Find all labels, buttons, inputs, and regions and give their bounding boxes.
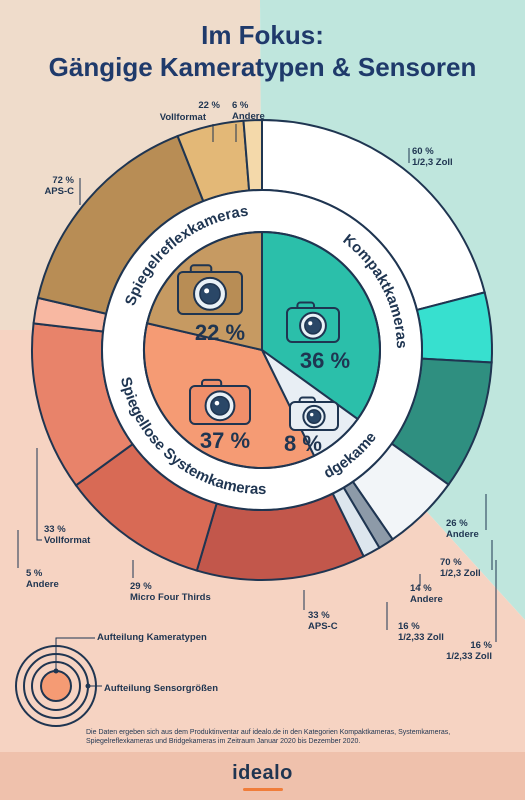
pct: 6 % <box>232 100 249 111</box>
label-dslm-apsc: 33 % APS-C <box>308 610 338 632</box>
name: Andere <box>232 111 265 122</box>
label-dslm-andere: 5 % Andere <box>26 568 59 590</box>
nested-donut-chart: KompaktkamerasBridgekamerasSpiegellose S… <box>0 0 493 581</box>
inner-outline <box>143 231 381 469</box>
name: 1/2,33 Zoll <box>446 651 492 662</box>
leader-lines <box>17 124 497 642</box>
label-dslr-vollformat: 22 % <box>180 100 220 111</box>
name: APS-C <box>308 621 338 632</box>
pct: 33 % <box>44 524 66 535</box>
name: APS-C <box>44 186 74 197</box>
camera-icon-2 <box>189 378 251 425</box>
pct: 16 % <box>470 640 492 651</box>
label-bridge-1-2-3: 70 % 1/2,3 Zoll <box>440 557 481 579</box>
label-dslr-apsc: 72 % APS-C <box>44 175 74 197</box>
category-percent-2: 37 % <box>200 428 250 453</box>
name: Andere <box>410 594 443 605</box>
name: Vollformat <box>159 112 206 123</box>
legend-sensors-label: Aufteilung Sensorgrößen <box>104 683 218 694</box>
camera-icon-0 <box>286 301 340 343</box>
legend-icon <box>15 637 102 727</box>
label-dslr-andere: 6 % Andere <box>232 100 265 122</box>
category-percent-1: 8 % <box>284 431 322 456</box>
pct: 29 % <box>130 581 152 592</box>
pct: 16 % <box>398 621 420 632</box>
category-percent-3: 22 % <box>195 320 245 345</box>
label-bridge-1-2-33: 16 % 1/2,33 Zoll <box>398 621 444 643</box>
pct: 33 % <box>308 610 330 621</box>
label-dslm-vollformat: 33 % Vollformat <box>44 524 90 546</box>
title-line-1: Im Fokus: <box>201 20 324 50</box>
label-kompakt-1-2-3: 60 % 1/2,3 Zoll <box>412 146 453 168</box>
title-line-2: Gängige Kameratypen & Sensoren <box>48 52 477 82</box>
pct: 22 % <box>198 100 220 111</box>
pct: 14 % <box>410 583 432 594</box>
pct: 70 % <box>440 557 462 568</box>
camera-icon-3 <box>177 264 243 315</box>
category-percent-0: 36 % <box>300 348 350 373</box>
leader-line-9 <box>36 448 42 541</box>
name: 1/2,3 Zoll <box>440 568 481 579</box>
name: Andere <box>446 529 479 540</box>
camera-icon-1 <box>289 396 339 431</box>
name: 1/2,3 Zoll <box>412 157 453 168</box>
pct: 26 % <box>446 518 468 529</box>
footnote: Die Daten ergeben sich aus dem Produktin… <box>86 729 451 745</box>
label-dslr-vollformat-name: Vollformat <box>140 112 206 123</box>
bg-footer-band <box>0 752 525 800</box>
brand-underline <box>243 788 283 791</box>
name: Micro Four Thirds <box>130 592 211 603</box>
label-kompakt-andere: 26 % Andere <box>446 518 479 540</box>
label-bridge-andere: 14 % Andere <box>410 583 443 605</box>
pct: 5 % <box>26 568 43 579</box>
legend-ring-3 <box>40 670 72 702</box>
pct: 72 % <box>52 175 74 186</box>
pct: 60 % <box>412 146 434 157</box>
name: Vollformat <box>44 535 91 546</box>
brand-logo: idealo <box>232 762 293 784</box>
label-kompakt-1-2-33: 16 % 1/2,33 Zoll <box>438 640 492 662</box>
legend-types-label: Aufteilung Kameratypen <box>97 632 207 643</box>
name: Andere <box>26 579 59 590</box>
name: 1/2,33 Zoll <box>398 632 444 643</box>
label-dslm-mft: 29 % Micro Four Thirds <box>130 581 211 603</box>
